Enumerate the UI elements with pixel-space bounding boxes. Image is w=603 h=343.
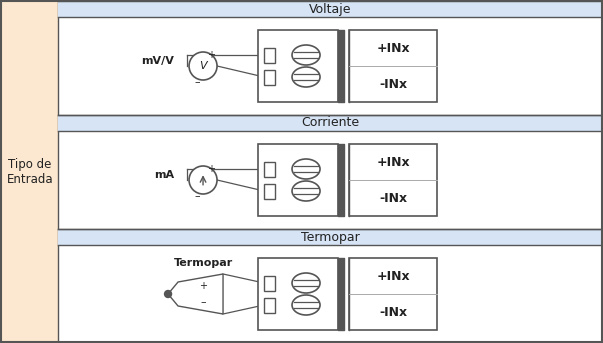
Text: Tipo de
Entrada: Tipo de Entrada: [7, 158, 54, 186]
Text: Termopar: Termopar: [301, 230, 359, 244]
Text: +INx: +INx: [376, 270, 410, 283]
Text: Voltaje: Voltaje: [309, 2, 352, 15]
Bar: [258, 144, 338, 216]
Text: mA: mA: [154, 170, 174, 180]
Text: V: V: [199, 61, 207, 71]
Ellipse shape: [292, 159, 320, 179]
Bar: [349, 30, 437, 102]
Bar: [1, 1, 58, 342]
Text: +INx: +INx: [376, 42, 410, 55]
Ellipse shape: [292, 67, 320, 87]
Bar: [349, 258, 437, 330]
Bar: [264, 184, 275, 199]
Text: –: –: [195, 77, 200, 87]
Text: –: –: [200, 297, 206, 307]
Ellipse shape: [292, 181, 320, 201]
Text: Termopar: Termopar: [174, 258, 233, 268]
Bar: [258, 258, 338, 330]
Bar: [349, 144, 437, 216]
Text: +INx: +INx: [376, 155, 410, 168]
Bar: [264, 297, 275, 312]
Ellipse shape: [292, 45, 320, 65]
Circle shape: [189, 166, 217, 194]
Text: -INx: -INx: [379, 191, 407, 204]
Text: -INx: -INx: [379, 78, 407, 91]
Text: -INx: -INx: [379, 306, 407, 319]
Text: +: +: [207, 164, 215, 174]
Bar: [264, 47, 275, 62]
Polygon shape: [168, 274, 223, 314]
Bar: [264, 70, 275, 84]
Text: Corriente: Corriente: [301, 117, 359, 130]
Ellipse shape: [292, 295, 320, 315]
Text: +: +: [207, 50, 215, 60]
Bar: [58, 1, 603, 17]
Circle shape: [189, 52, 217, 80]
Text: +: +: [199, 281, 207, 291]
Bar: [58, 229, 603, 245]
Bar: [58, 115, 603, 131]
Text: –: –: [195, 191, 200, 201]
Ellipse shape: [292, 273, 320, 293]
Bar: [264, 162, 275, 177]
Bar: [258, 30, 338, 102]
Bar: [264, 275, 275, 291]
Circle shape: [165, 291, 171, 297]
Text: mV/V: mV/V: [141, 56, 174, 66]
